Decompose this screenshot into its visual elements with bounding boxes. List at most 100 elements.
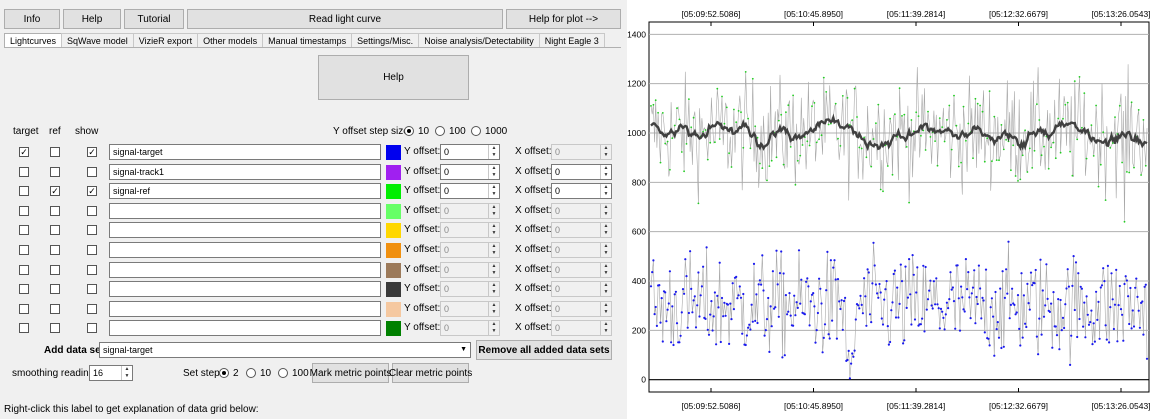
add-data-set-select[interactable]: signal-target ▼ [99,342,471,358]
target-checkbox[interactable] [19,284,29,294]
ref-checkbox[interactable] [50,284,60,294]
show-checkbox[interactable] [87,225,97,235]
tab-settings-misc[interactable]: Settings/Misc. [351,33,420,47]
help-button-top[interactable]: Help [63,9,121,29]
y-offset-stepper[interactable]: 0 ▲ ▼ [440,183,500,199]
y-offset-stepper[interactable]: 0 ▲ ▼ [440,144,500,160]
color-swatch[interactable] [386,263,401,278]
tab-manual-timestamps[interactable]: Manual timestamps [262,33,353,47]
ref-checkbox[interactable] [50,167,60,177]
data-set-name-field[interactable] [109,242,381,258]
set-step-100-radio[interactable] [278,368,288,378]
ref-checkbox[interactable] [50,225,60,235]
data-set-name-field[interactable] [109,222,381,238]
show-checkbox[interactable] [87,323,97,333]
x-offset-stepper[interactable]: 0 ▲ ▼ [551,281,612,297]
target-checkbox[interactable] [19,167,29,177]
show-checkbox[interactable] [87,304,97,314]
yoffset-step-1000-radio[interactable] [471,126,481,136]
smoothing-readings-stepper[interactable]: 16 ▲ ▼ [89,365,133,381]
color-swatch[interactable] [386,321,401,336]
x-offset-stepper[interactable]: 0 ▲ ▼ [551,262,612,278]
color-swatch[interactable] [386,204,401,219]
data-set-name-field[interactable] [109,281,381,297]
tab-other-models[interactable]: Other models [197,33,264,47]
read-light-curve-button[interactable]: Read light curve [187,9,503,29]
tab-night-eagle-3[interactable]: Night Eagle 3 [538,33,605,47]
target-checkbox[interactable] [19,265,29,275]
ref-checkbox[interactable] [50,304,60,314]
ref-checkbox[interactable]: ✓ [50,186,60,196]
data-set-name-field[interactable]: signal-ref [109,183,381,199]
ref-checkbox[interactable] [50,147,60,157]
data-set-name-field[interactable] [109,203,381,219]
y-offset-stepper[interactable]: 0 ▲ ▼ [440,164,500,180]
color-swatch[interactable] [386,243,401,258]
ref-checkbox[interactable] [50,206,60,216]
color-swatch[interactable] [386,282,401,297]
x-offset-stepper[interactable]: 0 ▲ ▼ [551,203,612,219]
x-offset-stepper[interactable]: 0 ▲ ▼ [551,301,612,317]
target-checkbox[interactable] [19,206,29,216]
x-offset-stepper[interactable]: 0 ▲ ▼ [551,320,612,336]
remove-all-data-sets-button[interactable]: Remove all added data sets [476,340,612,360]
color-swatch[interactable] [386,145,401,160]
yoffset-step-10-radio[interactable] [404,126,414,136]
data-set-name-field[interactable] [109,320,381,336]
y-offset-stepper[interactable]: 0 ▲ ▼ [440,301,500,317]
set-step-10-radio[interactable] [246,368,256,378]
tab-sqwave-model[interactable]: SqWave model [61,33,134,47]
target-checkbox[interactable] [19,245,29,255]
y-offset-stepper[interactable]: 0 ▲ ▼ [440,242,500,258]
info-button[interactable]: Info [4,9,60,29]
y-offset-stepper[interactable]: 0 ▲ ▼ [440,203,500,219]
target-checkbox[interactable] [19,323,29,333]
data-set-name-field[interactable]: signal-track1 [109,164,381,180]
color-swatch[interactable] [386,302,401,317]
color-swatch[interactable] [386,165,401,180]
show-checkbox[interactable] [87,206,97,216]
set-step-2-radio[interactable] [219,368,229,378]
x-offset-stepper[interactable]: 0 ▲ ▼ [551,144,612,160]
tab-noise-analysis[interactable]: Noise analysis/Detectability [418,33,540,47]
show-checkbox[interactable] [87,284,97,294]
data-set-name-field[interactable] [109,301,381,317]
yoffset-step-100-radio[interactable] [435,126,445,136]
clear-metric-points-button[interactable]: Clear metric points [389,363,472,383]
y-offset-stepper[interactable]: 0 ▲ ▼ [440,262,500,278]
target-data-point [754,319,757,322]
tab-lightcurves[interactable]: Lightcurves [4,33,63,48]
target-checkbox[interactable] [19,186,29,196]
target-checkbox[interactable] [19,304,29,314]
target-data-point [750,303,753,306]
x-offset-stepper[interactable]: 0 ▲ ▼ [551,183,612,199]
color-swatch[interactable] [386,223,401,238]
target-checkbox[interactable]: ✓ [19,147,29,157]
x-offset-stepper[interactable]: 0 ▲ ▼ [551,222,612,238]
x-offset-stepper[interactable]: 0 ▲ ▼ [551,164,612,180]
show-checkbox[interactable]: ✓ [87,186,97,196]
grid-explanation-label[interactable]: Right-click this label to get explanatio… [4,404,259,415]
help-button[interactable]: Help [318,55,469,100]
y-offset-stepper[interactable]: 0 ▲ ▼ [440,320,500,336]
target-checkbox[interactable] [19,225,29,235]
y-offset-stepper[interactable]: 0 ▲ ▼ [440,222,500,238]
show-checkbox[interactable] [87,245,97,255]
ref-checkbox[interactable] [50,265,60,275]
x-offset-stepper[interactable]: 0 ▲ ▼ [551,242,612,258]
data-set-name-field[interactable] [109,262,381,278]
color-swatch[interactable] [386,184,401,199]
y-offset-stepper[interactable]: 0 ▲ ▼ [440,281,500,297]
tab-vizier-export[interactable]: VizieR export [132,33,199,47]
x-tick-label-bottom: [05:11:39.2814] [887,401,945,411]
tutorial-button[interactable]: Tutorial [124,9,184,29]
show-checkbox[interactable] [87,167,97,177]
show-checkbox[interactable]: ✓ [87,147,97,157]
light-curve-plot[interactable]: 0 200 400 600 800 1000 1200 1400 [05:09:52.5086]… [627,0,1152,419]
mark-metric-points-button[interactable]: Mark metric points [310,363,391,383]
show-checkbox[interactable] [87,265,97,275]
ref-checkbox[interactable] [50,323,60,333]
ref-checkbox[interactable] [50,245,60,255]
data-set-name-field[interactable]: signal-target [109,144,381,160]
help-for-plot-button[interactable]: Help for plot --> [506,9,621,29]
